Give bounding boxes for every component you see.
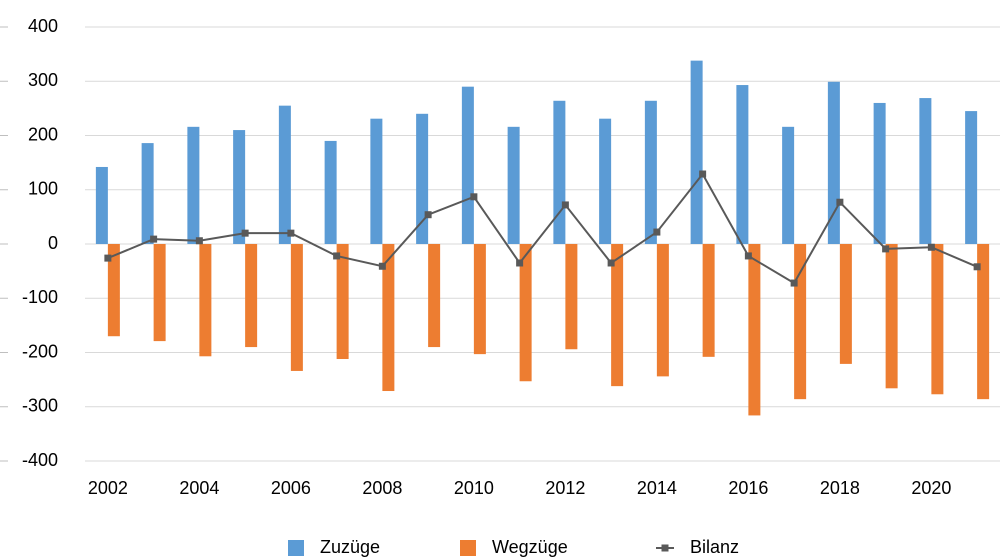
marker bbox=[150, 235, 158, 243]
bar bbox=[931, 244, 944, 395]
bar bbox=[885, 244, 898, 389]
bar bbox=[461, 86, 474, 244]
bar bbox=[141, 143, 154, 244]
bar bbox=[611, 244, 624, 387]
marker bbox=[333, 252, 341, 260]
bar bbox=[245, 244, 258, 348]
marker bbox=[653, 228, 661, 236]
marker bbox=[516, 259, 524, 267]
bar bbox=[748, 244, 761, 416]
bar bbox=[656, 244, 669, 377]
y-tick-label: -100 bbox=[22, 287, 58, 307]
bar bbox=[519, 244, 532, 382]
bar bbox=[336, 244, 349, 360]
x-tick-label: 2014 bbox=[637, 478, 677, 498]
bar bbox=[794, 244, 807, 400]
bar bbox=[95, 166, 108, 244]
bar bbox=[324, 140, 337, 244]
line bbox=[107, 172, 978, 285]
x-tick-label: 2004 bbox=[179, 478, 219, 498]
x-tick-label: 2016 bbox=[728, 478, 768, 498]
x-tick-label: 2010 bbox=[454, 478, 494, 498]
y-tick-label: -300 bbox=[22, 396, 58, 416]
bar bbox=[644, 100, 657, 244]
legend-swatch bbox=[288, 540, 304, 556]
marker bbox=[378, 262, 386, 270]
marker bbox=[836, 198, 844, 206]
y-tick-label: 200 bbox=[28, 124, 58, 144]
bar bbox=[977, 244, 990, 400]
marker bbox=[104, 254, 112, 262]
bar bbox=[839, 244, 852, 364]
bar bbox=[553, 100, 566, 244]
marker bbox=[287, 229, 295, 237]
marker bbox=[699, 170, 707, 178]
bar bbox=[736, 85, 749, 244]
y-tick-label: 0 bbox=[48, 233, 58, 253]
legend-label: Zuzüge bbox=[320, 537, 380, 557]
x-tick-label: 2002 bbox=[88, 478, 128, 498]
legend-label: Bilanz bbox=[690, 537, 739, 557]
bar bbox=[428, 244, 441, 348]
x-tick-label: 2008 bbox=[362, 478, 402, 498]
bar bbox=[702, 244, 715, 357]
x-tick-label: 2012 bbox=[545, 478, 585, 498]
bar bbox=[107, 244, 120, 337]
bar bbox=[278, 105, 291, 244]
marker bbox=[424, 211, 432, 219]
marker bbox=[607, 259, 615, 267]
bar bbox=[919, 98, 932, 244]
y-tick-label: 300 bbox=[28, 70, 58, 90]
marker bbox=[973, 263, 981, 271]
x-tick-label: 2006 bbox=[271, 478, 311, 498]
bar bbox=[290, 244, 303, 371]
marker bbox=[470, 193, 478, 201]
y-tick-label: -200 bbox=[22, 341, 58, 361]
bar bbox=[965, 111, 978, 245]
legend-label: Wegzüge bbox=[492, 537, 568, 557]
y-tick-label: -400 bbox=[22, 450, 58, 470]
bar bbox=[233, 130, 246, 244]
bar bbox=[873, 102, 886, 244]
marker bbox=[241, 229, 249, 237]
bar bbox=[199, 244, 212, 357]
marker bbox=[744, 252, 752, 260]
bar bbox=[690, 60, 703, 245]
marker bbox=[561, 201, 569, 209]
bar bbox=[187, 126, 200, 244]
bar bbox=[473, 244, 486, 355]
bar bbox=[565, 244, 578, 350]
x-tick-label: 2020 bbox=[911, 478, 951, 498]
marker bbox=[927, 243, 935, 251]
legend-swatch bbox=[661, 544, 669, 552]
bar bbox=[416, 113, 429, 244]
marker bbox=[790, 279, 798, 287]
y-tick-label: 400 bbox=[28, 16, 58, 36]
marker bbox=[882, 245, 890, 253]
y-tick-label: 100 bbox=[28, 179, 58, 199]
marker bbox=[195, 237, 203, 245]
legend-swatch bbox=[460, 540, 476, 556]
bar bbox=[599, 118, 612, 244]
bar bbox=[782, 126, 795, 244]
bar bbox=[507, 126, 520, 244]
bar bbox=[370, 118, 383, 244]
x-tick-label: 2018 bbox=[820, 478, 860, 498]
bar bbox=[382, 244, 395, 392]
bar bbox=[153, 244, 166, 342]
